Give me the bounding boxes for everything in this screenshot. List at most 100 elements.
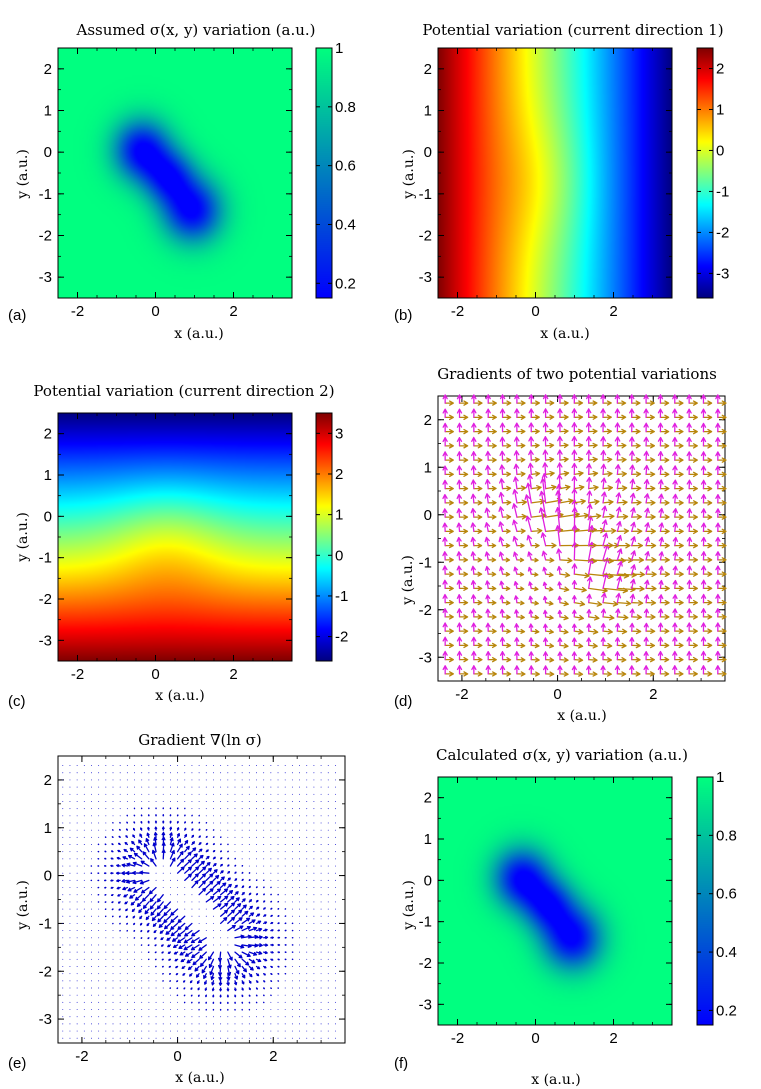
panel-e-arrow-grad-ln-sigma — [69, 915, 71, 917]
panel-d-arrow-grad-phi1 — [659, 485, 670, 492]
panel-d-arrow-grad-phi1 — [602, 628, 613, 635]
panel-b-ytick-label: 0 — [424, 144, 432, 161]
panel-e-arrow-grad-ln-sigma — [263, 851, 265, 853]
panel-d-arrow-grad-phi2 — [643, 622, 649, 632]
panel-e-arrow-grad-ln-sigma — [198, 915, 200, 917]
panel-e-arrow-grad-ln-sigma — [320, 944, 322, 946]
panel-e-arrow-grad-ln-sigma — [248, 772, 250, 774]
panel-d-arrow-grad-phi2 — [456, 551, 462, 561]
panel-d-arrow-grad-phi1 — [544, 428, 555, 435]
panel-e-arrow-grad-ln-sigma — [299, 980, 301, 982]
panel-e-arrow-grad-ln-sigma — [248, 972, 253, 978]
panel-d-arrow-grad-phi1 — [616, 628, 628, 635]
panel-e-arrow-grad-ln-sigma — [199, 958, 207, 967]
panel-d-arrow-grad-phi2 — [442, 394, 448, 404]
panel-d-label: (d) — [394, 693, 412, 710]
panel-e-arrow-grad-ln-sigma — [191, 772, 193, 774]
panel-e-arrow-grad-ln-sigma — [291, 851, 293, 853]
panel-d-arrow-grad-phi1 — [444, 500, 454, 506]
panel-d-arrow-grad-phi1 — [702, 414, 713, 421]
panel-e-arrow-grad-ln-sigma — [134, 944, 135, 946]
panel-d-arrow-grad-phi2 — [527, 566, 533, 575]
panel-d-arrow-grad-phi2 — [513, 476, 519, 490]
panel-e-arrow-grad-ln-sigma — [270, 844, 272, 845]
panel-e-arrow-grad-ln-sigma — [227, 815, 229, 817]
panel-e-arrow-grad-ln-sigma — [131, 840, 136, 846]
panel-e-arrow-grad-ln-sigma — [291, 858, 293, 860]
panel-d-arrow-grad-phi1 — [631, 443, 641, 449]
panel-e-arrow-grad-ln-sigma — [270, 1009, 272, 1010]
panel-d-arrow-grad-phi2 — [700, 565, 707, 575]
panel-e-arrow-grad-ln-sigma — [112, 779, 114, 781]
panel-e-arrow-grad-ln-sigma — [83, 973, 85, 975]
panel-e-arrow-grad-ln-sigma — [105, 922, 107, 924]
panel-e-arrow-grad-ln-sigma — [105, 786, 107, 788]
panel-e-arrow-grad-ln-sigma — [277, 800, 279, 802]
panel-d-arrow-grad-phi1 — [530, 400, 541, 406]
panel-e-arrow-grad-ln-sigma — [112, 980, 114, 982]
panel-e-arrow-grad-ln-sigma — [227, 829, 229, 831]
panel-d-arrow-grad-phi2 — [499, 450, 506, 461]
panel-e-arrow-grad-ln-sigma — [168, 958, 172, 961]
panel-e-arrow-grad-ln-sigma — [177, 879, 179, 881]
panel-e-arrow-grad-ln-sigma — [76, 822, 78, 824]
panel-d-arrow-grad-phi1 — [588, 414, 598, 420]
panel-e-arrow-grad-ln-sigma — [327, 973, 329, 975]
panel-e-arrow-grad-ln-sigma — [152, 922, 157, 927]
panel-e-arrow-grad-ln-sigma — [83, 800, 85, 802]
panel-e-arrow-grad-ln-sigma — [83, 908, 85, 910]
panel-d-arrow-grad-phi2 — [485, 594, 491, 604]
panel-e-arrow-grad-ln-sigma — [91, 915, 92, 917]
panel-e-arrow-grad-ln-sigma — [263, 921, 268, 925]
panel-e-arrow-grad-ln-sigma — [91, 930, 92, 932]
panel-e-arrow-grad-ln-sigma — [134, 966, 135, 967]
panel-e-arrow-grad-ln-sigma — [327, 793, 329, 795]
panel-c-ytick-label: -2 — [39, 591, 52, 608]
panel-e-arrow-grad-ln-sigma — [255, 886, 258, 889]
panel-e-arrow-grad-ln-sigma — [277, 1030, 279, 1032]
panel-d-arrow-grad-phi1 — [458, 571, 469, 577]
panel-f-heatmap — [438, 777, 672, 1025]
panel-d-arrow-grad-phi2 — [686, 594, 692, 604]
panel-d-arrow-grad-phi2 — [527, 462, 534, 476]
panel-e-arrow-grad-ln-sigma — [62, 915, 64, 917]
panel-e-arrow-grad-ln-sigma — [270, 1030, 272, 1032]
panel-e-arrow-grad-ln-sigma — [83, 930, 85, 932]
panel-e-arrow-grad-ln-sigma — [184, 929, 193, 937]
panel-d-arrow-grad-phi2 — [586, 576, 593, 590]
panel-e-arrow-grad-ln-sigma — [155, 1023, 157, 1025]
panel-b-colorbar-tick-label: 1 — [716, 101, 724, 118]
panel-e-arrow-grad-ln-sigma — [277, 815, 279, 817]
panel-e-arrow-grad-ln-sigma — [299, 1030, 301, 1032]
panel-d-arrow-grad-phi2 — [512, 535, 519, 547]
panel-f-ytick-label: 2 — [424, 790, 432, 807]
panel-e-arrow-grad-ln-sigma — [112, 765, 114, 767]
panel-e-arrow-grad-ln-sigma — [241, 844, 243, 845]
panel-d-arrow-grad-phi2 — [499, 580, 505, 590]
panel-e-arrow-grad-ln-sigma — [148, 800, 150, 802]
panel-d-arrow-grad-phi2 — [484, 478, 491, 490]
panel-e-arrow-grad-ln-sigma — [320, 987, 322, 989]
panel-e-arrow-grad-ln-sigma — [248, 808, 250, 810]
panel-e-arrow-grad-ln-sigma — [155, 1001, 157, 1003]
panel-e-arrow-grad-ln-sigma — [126, 1016, 128, 1018]
panel-d-arrow-grad-phi1 — [688, 614, 698, 620]
panel-e-arrow-grad-ln-sigma — [277, 1001, 279, 1003]
panel-e-arrow-grad-ln-sigma — [248, 905, 253, 910]
panel-d-arrow-grad-phi1 — [544, 671, 555, 677]
panel-d-arrow-grad-phi1 — [444, 428, 454, 435]
panel-e-arrow-grad-ln-sigma — [119, 815, 121, 817]
panel-d-arrow-grad-phi1 — [530, 428, 540, 435]
panel-e-arrow-grad-ln-sigma — [313, 836, 315, 838]
panel-d-arrow-grad-phi2 — [557, 408, 563, 419]
panel-e-arrow-grad-ln-sigma — [76, 793, 78, 795]
panel-e-arrow-grad-ln-sigma — [161, 831, 166, 838]
panel-d-arrow-grad-phi2 — [456, 636, 463, 647]
panel-e-arrow-grad-ln-sigma — [134, 772, 135, 774]
panel-e-arrow-grad-ln-sigma — [270, 865, 272, 867]
panel-e-arrow-grad-ln-sigma — [227, 1023, 229, 1025]
panel-e-arrow-grad-ln-sigma — [291, 844, 293, 845]
panel-d-arrow-grad-phi1 — [659, 656, 670, 663]
panel-d-arrow-grad-phi2 — [658, 493, 664, 504]
panel-d-arrow-grad-phi2 — [557, 435, 563, 447]
